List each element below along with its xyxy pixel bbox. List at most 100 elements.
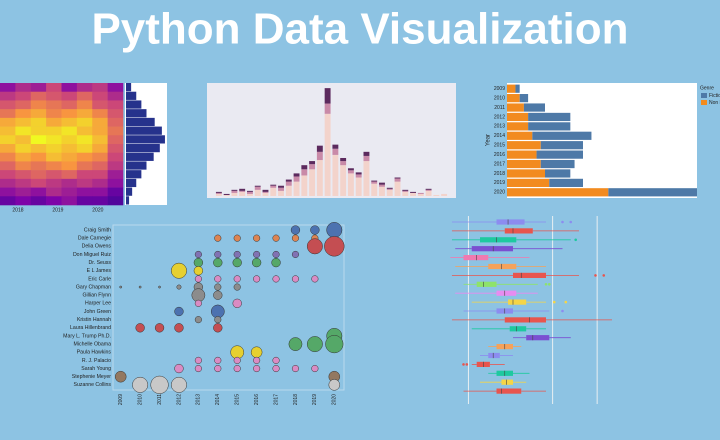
heat-cell [76,187,93,197]
heat-cell [76,117,93,127]
column-segment [347,168,354,171]
column-segment [417,192,424,194]
bubble [214,356,222,364]
bubble [232,257,242,268]
bubble [326,222,343,238]
heat-cell [76,100,93,110]
column-segment [379,184,385,187]
bubble [233,234,241,242]
legend-label: Non Fiction [709,100,720,106]
column-segment [223,194,230,196]
heat-cell [92,178,108,188]
bubble [233,365,241,373]
column-segment [425,189,432,191]
heat-cell [92,109,108,119]
heat-cell [30,170,47,180]
bubble-frame [112,224,345,391]
heat-cell [15,109,32,119]
bubble [194,316,202,324]
heat-cell [0,187,16,197]
bubble [233,356,241,364]
outlier [569,220,573,224]
heat-cell [92,170,108,180]
author-label: Gillian Flynn [82,293,111,299]
genre-bar [523,103,545,112]
heat-cell [15,178,32,188]
heat-cell [46,117,62,127]
bubble [253,275,261,283]
heat-cell [76,83,93,93]
bubble [311,275,319,283]
heat-cell [76,161,93,171]
heat-cell [61,126,78,136]
column-segment [316,160,323,196]
y-tick-label: 2012 [494,114,505,120]
column-segment [309,161,316,165]
bubble [114,370,127,383]
bubble [253,234,261,242]
x-tick-label: 2019 [52,207,63,213]
bubble [291,275,300,283]
column-segment [246,190,253,192]
y-tick-label: 2019 [494,180,505,186]
author-label: John Green [84,309,111,315]
genre-bar [540,159,575,169]
genre-bar [507,159,541,169]
outlier [544,283,548,286]
bubble [214,316,222,324]
box [476,281,497,287]
column-segment [363,155,370,162]
heat-cell [92,187,108,197]
outlier [561,309,564,313]
heat-cell [0,170,16,180]
y-tick-label: 2010 [494,95,505,101]
heat-cell [107,161,124,171]
genre-bar [608,188,697,197]
column-segment [417,193,424,196]
column-segment [239,190,246,192]
heat-cell [107,152,124,162]
bubble [214,234,222,242]
column-segment [293,173,300,177]
box [504,317,546,323]
box [488,263,517,270]
heat-cell [0,178,16,188]
heat-cell [46,161,62,171]
x-tick-label: 2018 [293,394,299,405]
heat-cell [92,152,108,162]
heat-cell [107,196,124,206]
heat-cell [61,152,78,162]
heat-cell [15,91,32,101]
heat-cell [61,83,78,93]
genre-bar [507,169,545,178]
heat-cell [15,161,32,171]
heat-cell [0,100,16,110]
heat-cell [30,83,47,93]
legend-swatch [701,100,707,105]
genre-bar [507,84,516,93]
author-label: Paula Hawkins [77,350,112,356]
bubble [272,234,280,242]
box [480,237,517,243]
heat-cell [0,135,16,145]
bubble [193,266,204,276]
column-segment [371,180,378,182]
column-segment [293,176,300,182]
heat-cell [15,100,32,110]
heat-cell [15,144,32,154]
bubble [253,356,261,364]
x-tick-label: 2009 [118,394,124,405]
outlier [462,363,465,366]
author-label: R. J. Palacio [82,358,111,364]
genre-bar [519,94,529,103]
bubble [194,356,202,364]
heat-cell [61,91,78,101]
heat-cell [107,109,124,119]
genre-bar [545,169,571,178]
bubble [194,250,202,258]
author-label: Craig Smith [84,227,111,233]
heat-cell [92,144,108,154]
column-segment [262,189,269,192]
heat-cell [92,91,108,101]
